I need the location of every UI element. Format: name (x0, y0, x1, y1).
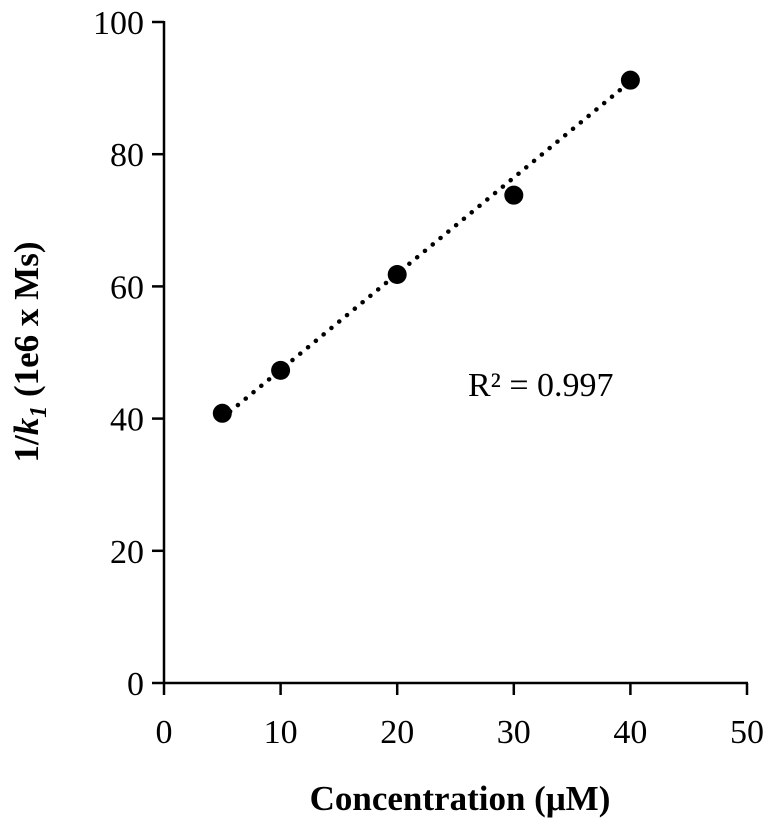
x-tick-label: 50 (730, 714, 764, 751)
y-axis-title: 1/k1 (1e6 x Ms) (7, 242, 52, 463)
x-tick-label: 10 (264, 714, 298, 751)
y-axis-title-subscript: 1 (26, 406, 52, 418)
x-tick-label: 20 (380, 714, 414, 751)
y-ticks: 0 20 40 60 80 100 (93, 5, 164, 703)
y-tick-label: 40 (110, 402, 144, 439)
r-squared-annotation: R² = 0.997 (468, 367, 614, 404)
trendline (220, 79, 633, 421)
trendline-group (220, 79, 633, 421)
data-point (212, 403, 232, 423)
data-point (504, 185, 524, 205)
x-tick-label: 30 (497, 714, 531, 751)
axes (162, 21, 748, 685)
data-point (620, 70, 640, 90)
y-tick-label: 100 (93, 5, 144, 42)
y-axis-title-prefix: 1/ (7, 434, 46, 463)
y-axis-title-suffix: (1e6 x Ms) (7, 242, 46, 406)
x-axis-title: Concentration (μM) (310, 779, 611, 818)
y-tick-label: 0 (127, 666, 144, 703)
data-point (271, 360, 291, 380)
x-tick-label: 40 (613, 714, 647, 751)
y-tick-label: 80 (110, 137, 144, 174)
y-tick-label: 20 (110, 534, 144, 571)
y-axis-title-italic: k (7, 417, 46, 435)
data-point (387, 265, 407, 285)
y-tick-label: 60 (110, 269, 144, 306)
x-tick-label: 0 (156, 714, 173, 751)
data-points (212, 70, 640, 423)
x-ticks: 0 10 20 30 40 50 (156, 683, 764, 751)
